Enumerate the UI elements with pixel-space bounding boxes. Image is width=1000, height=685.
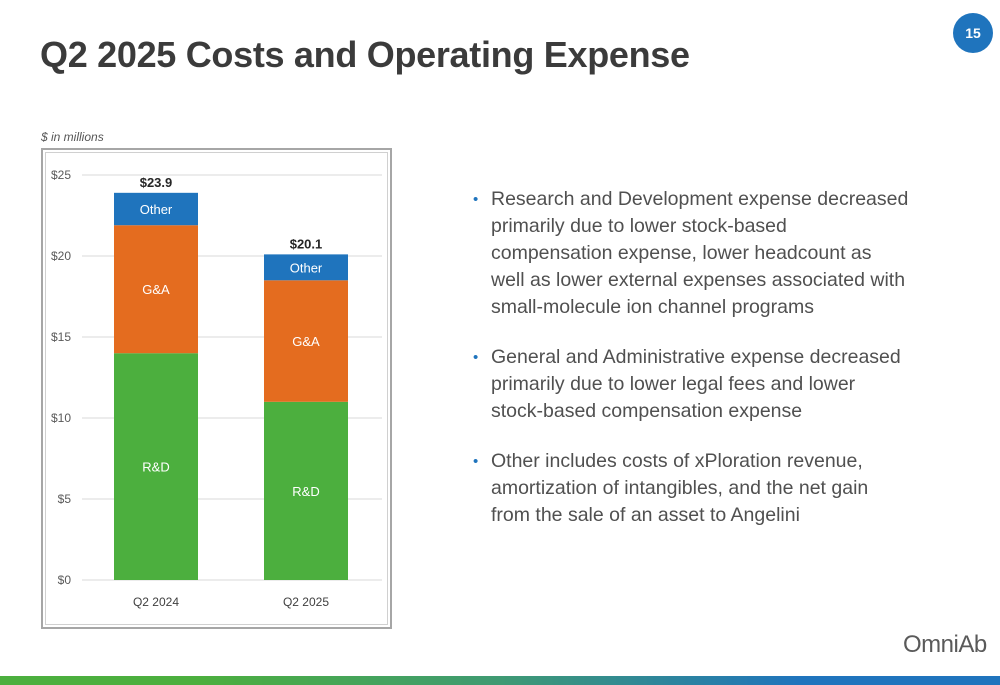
- y-tick-label: $20: [51, 249, 71, 263]
- slide-title: Q2 2025 Costs and Operating Expense: [40, 34, 690, 75]
- bullet-dot-icon: •: [473, 349, 479, 366]
- company-logo: OmniAb: [903, 631, 987, 658]
- x-category-label: Q2 2024: [133, 595, 179, 609]
- bar-total-label: $20.1: [290, 236, 323, 251]
- bar-segment-label: R&D: [142, 460, 169, 475]
- bar-segment: [264, 254, 348, 281]
- bullet-list: • Research and Development expense decrea…: [470, 186, 910, 552]
- y-tick-label: $10: [51, 411, 71, 425]
- stacked-bar-chart: $0 $5 $10 $15 $20 $25 R&D G&A Other $23.9 Q2 2024 R…: [51, 168, 382, 609]
- bar-segment-label: Other: [140, 202, 173, 217]
- bullet-dot-icon: •: [473, 453, 479, 470]
- bullet-text: Other includes costs of xPloration reven…: [491, 450, 869, 526]
- bar-total-label: $23.9: [140, 175, 173, 190]
- bullet-item: • General and Administrative expense decr…: [470, 344, 910, 425]
- footer-gradient-bar: [0, 676, 1000, 685]
- chart-frame: $0 $5 $10 $15 $20 $25 R&D G&A Other $23.9 Q2 2024 R…: [41, 148, 392, 629]
- bar-segment: [114, 225, 198, 354]
- bullet-item: • Other includes costs of xPloration reve…: [470, 448, 910, 529]
- bar-segment: [264, 401, 348, 580]
- bullet-item: • Research and Development expense decrea…: [470, 186, 910, 321]
- bar-segment: [114, 353, 198, 580]
- bar-segment-label: G&A: [292, 334, 320, 349]
- y-tick-label: $25: [51, 168, 71, 182]
- page-number-badge: 15: [953, 13, 993, 53]
- bar-segment-label: Other: [290, 260, 323, 275]
- bar-segment: [264, 280, 348, 402]
- bullet-text: Research and Development expense decreas…: [491, 188, 909, 318]
- bar-segment: [114, 192, 198, 226]
- x-category-label: Q2 2025: [283, 595, 329, 609]
- bar-segment-label: G&A: [142, 282, 170, 297]
- bullet-text: General and Administrative expense decre…: [491, 346, 901, 422]
- y-tick-label: $15: [51, 330, 71, 344]
- units-note: $ in millions: [41, 130, 104, 144]
- bullet-dot-icon: •: [473, 191, 479, 208]
- y-tick-label: $5: [58, 492, 72, 506]
- y-tick-label: $0: [58, 573, 72, 587]
- bar-segment-label: R&D: [292, 484, 319, 499]
